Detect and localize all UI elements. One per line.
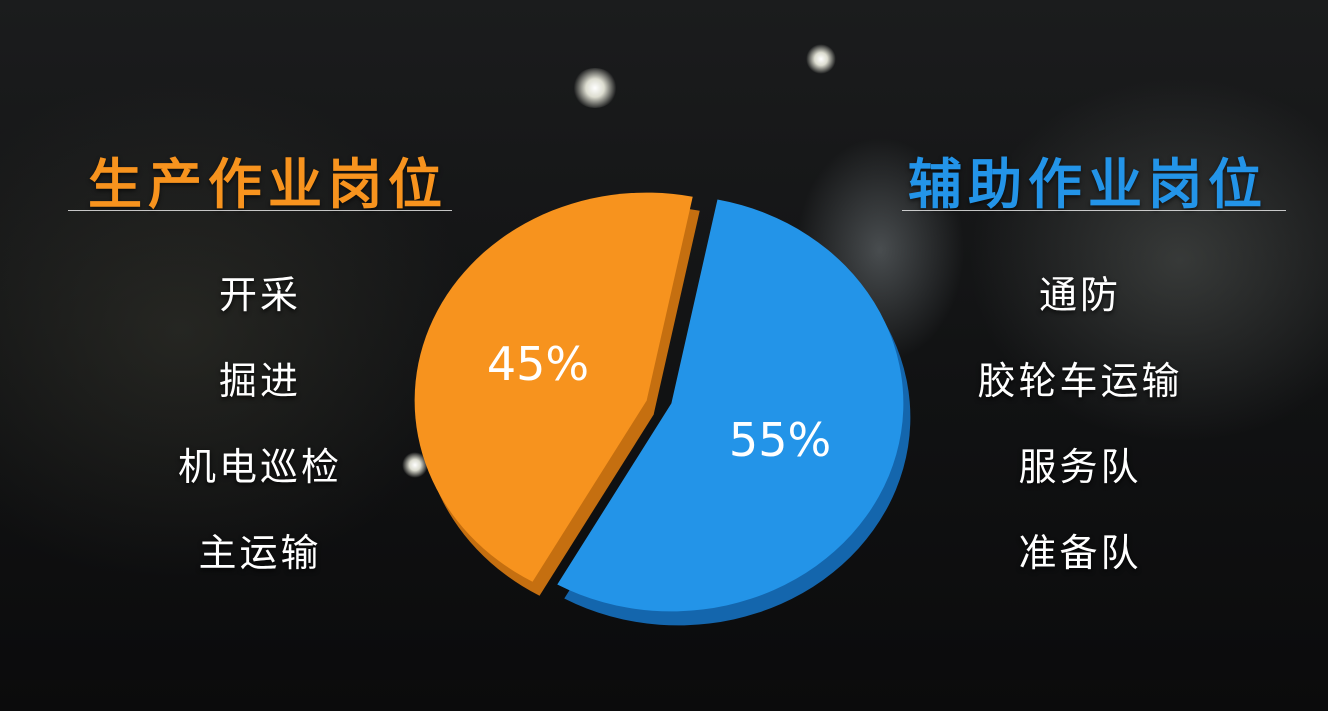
pie-slice-45-percent: 45%	[414, 192, 700, 596]
production-item: 掘进	[218, 359, 301, 403]
production-list: 开采 掘进 机电巡检 主运输	[90, 262, 430, 606]
production-divider	[68, 210, 452, 211]
ceiling-lamp	[572, 68, 618, 108]
pie-slice-55-percent: 55%	[557, 199, 911, 626]
auxiliary-item: 胶轮车运输	[977, 359, 1183, 403]
production-item: 主运输	[198, 531, 322, 575]
auxiliary-title: 辅助作业岗位	[908, 153, 1268, 216]
auxiliary-item: 准备队	[1018, 531, 1142, 575]
pie-slice-face	[557, 199, 904, 612]
auxiliary-item: 服务队	[1018, 445, 1142, 489]
auxiliary-item: 通防	[1038, 273, 1121, 317]
ceiling-lamp	[806, 44, 836, 74]
pie-slice-face	[414, 192, 693, 582]
production-item: 开采	[218, 273, 301, 317]
auxiliary-list: 通防 胶轮车运输 服务队 准备队	[910, 262, 1250, 606]
pie-slice-label: 45%	[487, 337, 589, 391]
production-title: 生产作业岗位	[88, 153, 448, 216]
auxiliary-divider	[902, 210, 1286, 211]
production-item: 机电巡检	[177, 445, 342, 489]
pie-slice-label: 55%	[729, 413, 831, 467]
